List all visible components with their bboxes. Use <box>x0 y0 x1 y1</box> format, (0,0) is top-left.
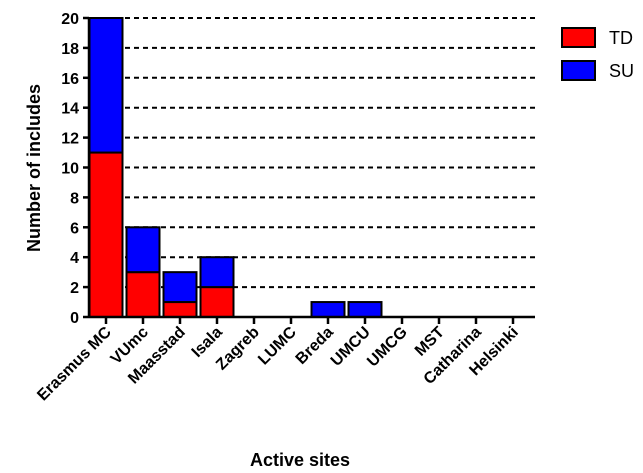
bar-su-erasmus-mc <box>88 17 124 154</box>
y-axis-title: Number of includes <box>24 84 44 252</box>
legend: TD SU <box>561 27 634 81</box>
y-tick-label: 20 <box>61 11 79 28</box>
x-axis-title: Active sites <box>250 450 350 470</box>
legend-label-su: SU <box>609 61 634 81</box>
y-tick-label: 6 <box>70 220 79 237</box>
y-tick-label: 14 <box>61 101 79 118</box>
x-tick-label: UMCG <box>364 324 411 371</box>
bar-td-erasmus-mc <box>88 151 124 318</box>
x-tick-label: LUMC <box>255 323 300 368</box>
legend-label-td: TD <box>609 28 633 48</box>
bar-su-breda <box>310 301 346 318</box>
y-tick-label: 10 <box>61 161 79 178</box>
y-tick-label: 18 <box>61 41 79 58</box>
y-tick-labels: 0 2 4 6 8 10 12 14 16 18 20 <box>61 11 79 327</box>
bars <box>88 17 383 319</box>
legend-swatch-td <box>561 27 596 48</box>
y-tick-label: 4 <box>70 250 79 267</box>
axes <box>83 16 535 324</box>
x-tick-label: UMCU <box>328 324 374 370</box>
bar-td-maasstad <box>162 301 198 318</box>
x-tick-label: Erasmus MC <box>34 323 115 404</box>
bar-su-maasstad <box>162 271 198 304</box>
y-tick-label: 12 <box>61 131 79 148</box>
bar-su-vumc <box>125 226 161 274</box>
bar-su-umcu <box>347 301 383 318</box>
bar-td-isala <box>199 286 235 319</box>
y-tick-label: 2 <box>70 280 79 297</box>
bar-td-vumc <box>125 271 161 318</box>
bar-su-isala <box>199 256 235 289</box>
legend-swatch-su <box>561 60 596 81</box>
y-tick-label: 16 <box>61 71 79 88</box>
y-tick-label: 8 <box>70 190 79 207</box>
grid-lines <box>89 17 535 289</box>
y-tick-label: 0 <box>70 310 79 327</box>
